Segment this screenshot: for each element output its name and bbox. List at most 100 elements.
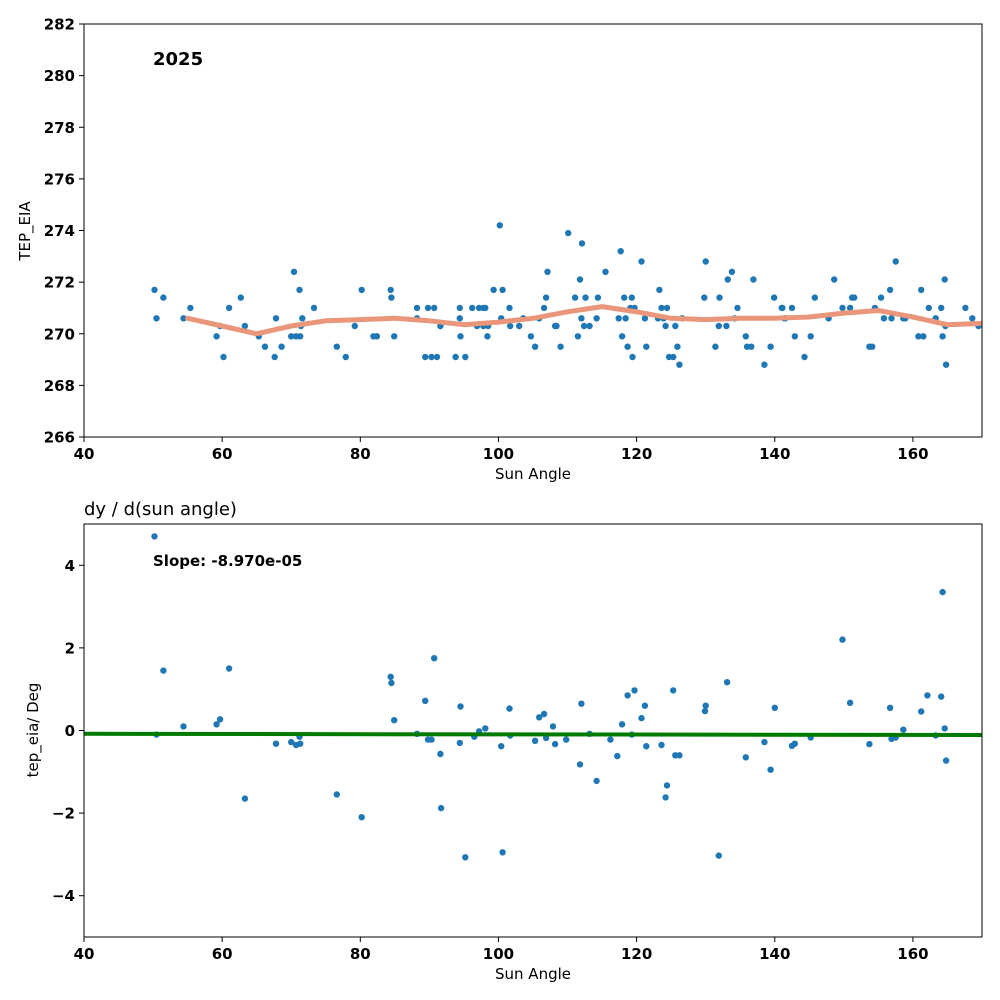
p1-data-point xyxy=(571,294,579,301)
p1-data-point xyxy=(484,333,491,340)
p1-data-point xyxy=(672,322,679,330)
p2-data-point xyxy=(391,717,398,724)
p2-data-point xyxy=(462,854,469,861)
p1-data-point xyxy=(662,322,669,330)
p1-data-point xyxy=(643,343,650,350)
top-plot-panel: 40 60 80 100 120 140 160 266 268 270 272 274 276 278… xyxy=(16,16,983,483)
p1-data-point xyxy=(770,294,778,301)
p1-data-point xyxy=(288,333,295,340)
p1-data-point xyxy=(663,304,671,312)
p2-data-point xyxy=(676,752,683,759)
p1-data-point xyxy=(831,276,838,283)
p1-data-point xyxy=(237,294,244,301)
p1-y-tick-label: 270 xyxy=(44,325,75,343)
p2-data-point xyxy=(551,740,559,748)
p1-data-point xyxy=(272,315,280,322)
p1-data-point xyxy=(942,361,950,368)
p2-y-tick-label: 0 xyxy=(65,722,75,740)
p1-data-point xyxy=(469,304,476,312)
p1-data-point xyxy=(391,333,398,340)
p2-data-point xyxy=(624,692,631,699)
p2-data-point xyxy=(457,703,464,710)
p1-data-point xyxy=(422,353,429,361)
p1-data-point xyxy=(629,353,636,361)
p1-data-point xyxy=(676,361,683,368)
p1-data-point xyxy=(351,322,358,330)
p1-data-point xyxy=(299,315,306,322)
p2-data-point xyxy=(563,736,570,743)
p1-data-point xyxy=(969,315,976,322)
p1-data-point xyxy=(851,294,858,301)
p1-data-point xyxy=(553,322,560,330)
p2-data-point xyxy=(225,665,233,672)
p1-data-point xyxy=(462,353,469,361)
p2-data-point xyxy=(723,679,731,686)
p2-data-point xyxy=(742,754,749,761)
p2-data-point xyxy=(924,692,931,699)
p1-y-tick-label: 266 xyxy=(44,429,75,447)
p2-data-point xyxy=(701,707,709,715)
p2-data-point xyxy=(288,738,295,746)
top-plot-x-axis-label: Sun Angle xyxy=(495,465,571,483)
p1-data-point xyxy=(278,343,285,350)
p2-x-tick-label: 140 xyxy=(759,945,790,963)
bottom-plot-y-axis-label: tep_eia/ Deg xyxy=(24,683,43,778)
p1-y-tick-label: 280 xyxy=(44,67,75,85)
p1-data-point xyxy=(586,322,593,330)
bottom-plot-panel: 40 60 80 100 120 140 160 −4 −2 0 2 4 dy / d(sun an… xyxy=(24,499,983,983)
p1-data-point xyxy=(290,268,298,275)
p2-data-point xyxy=(942,757,950,764)
p1-data-point xyxy=(724,276,731,283)
p2-data-point xyxy=(213,721,220,728)
p1-data-point xyxy=(846,304,854,312)
p1-data-point xyxy=(499,286,506,294)
p1-data-point xyxy=(716,294,723,301)
p2-data-point xyxy=(151,533,158,540)
p1-data-point xyxy=(580,322,588,330)
p1-data-point xyxy=(742,333,749,340)
p1-data-point xyxy=(615,315,622,322)
p2-data-point xyxy=(663,782,671,789)
p1-data-point xyxy=(617,248,624,255)
p1-data-point xyxy=(761,361,768,368)
p1-data-point xyxy=(602,268,609,275)
p2-data-point xyxy=(638,714,645,722)
p1-data-point xyxy=(839,304,846,312)
p1-data-point xyxy=(621,294,628,301)
p1-data-point xyxy=(433,353,441,361)
p1-data-point xyxy=(622,315,629,322)
p1-data-point xyxy=(779,304,786,312)
p1-data-point xyxy=(213,333,220,340)
p1-data-point xyxy=(723,322,730,330)
p2-data-point xyxy=(771,704,778,711)
p1-data-point xyxy=(261,343,269,350)
p2-data-point xyxy=(482,725,489,732)
p1-plot-area xyxy=(151,222,982,368)
p1-data-point xyxy=(557,343,564,350)
top-plot-year-annotation: 2025 xyxy=(153,49,203,70)
p2-data-point xyxy=(614,752,621,760)
p1-data-point xyxy=(387,286,394,294)
p2-data-point xyxy=(456,739,463,747)
p2-data-point xyxy=(578,700,585,707)
p2-x-tick-label: 40 xyxy=(74,945,95,963)
p1-data-point xyxy=(582,294,589,301)
p1-data-point xyxy=(310,304,318,312)
p2-data-point xyxy=(791,740,798,747)
bottom-plot-x-ticks: 40 60 80 100 120 140 160 xyxy=(74,937,929,963)
p1-data-point xyxy=(578,240,586,247)
p1-data-point xyxy=(333,343,340,350)
p1-x-tick-label: 140 xyxy=(759,445,790,463)
p2-data-point xyxy=(846,699,854,706)
p1-data-point xyxy=(565,229,572,237)
p2-x-tick-label: 120 xyxy=(621,945,652,963)
p1-data-point xyxy=(880,315,888,322)
p1-data-point xyxy=(674,343,681,350)
p1-data-point xyxy=(886,286,894,294)
p1-data-point xyxy=(962,304,969,312)
p1-data-point xyxy=(527,333,535,340)
p2-data-point xyxy=(900,726,907,733)
p1-data-point xyxy=(428,353,435,361)
p2-y-tick-label: 2 xyxy=(65,639,75,657)
p1-data-point xyxy=(941,276,948,283)
